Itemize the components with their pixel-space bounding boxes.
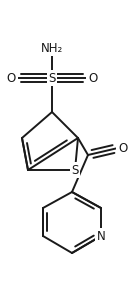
Text: NH₂: NH₂ [41, 42, 63, 55]
Text: N: N [97, 230, 105, 242]
Text: S: S [48, 72, 56, 85]
Text: S: S [71, 164, 79, 176]
Text: O: O [88, 72, 97, 85]
Text: O: O [118, 141, 127, 154]
Text: O: O [7, 72, 16, 85]
